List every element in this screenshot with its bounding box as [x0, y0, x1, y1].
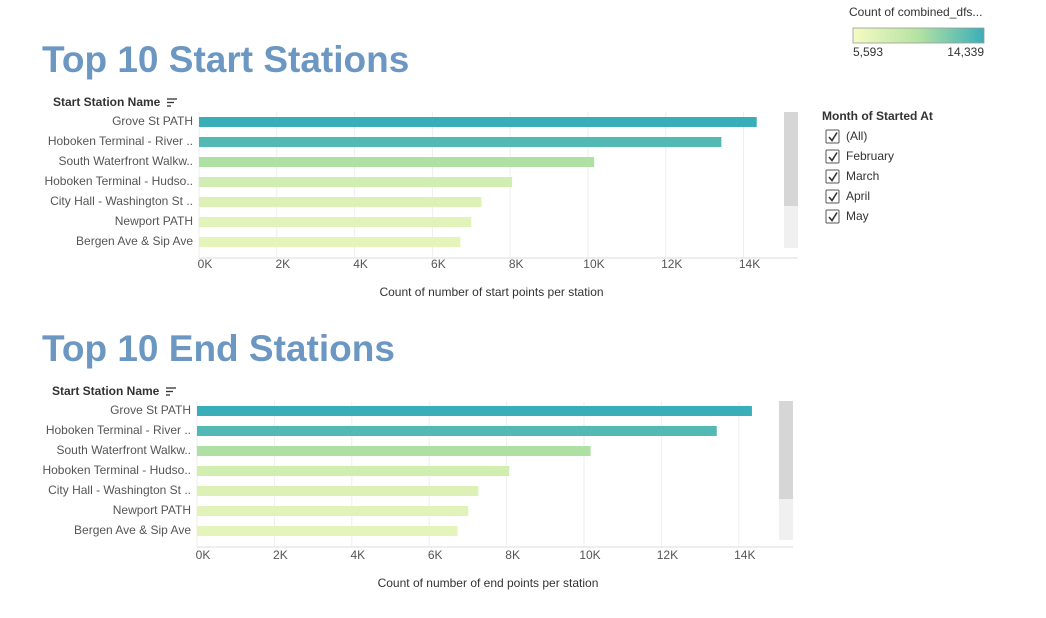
- legend-title: Count of combined_dfs...: [849, 5, 982, 19]
- filter-option[interactable]: March: [825, 169, 879, 184]
- y-tick-label: South Waterfront Walkw..: [59, 154, 194, 168]
- x-tick-label: 14K: [739, 257, 760, 271]
- y-tick-label: City Hall - Washington St ..: [48, 483, 191, 497]
- checkmark: [828, 172, 838, 182]
- x-tick-label: 8K: [505, 548, 520, 562]
- y-axis-title: Start Station Name: [52, 384, 160, 398]
- y-tick-label: Grove St PATH: [110, 403, 191, 417]
- chart-title: Top 10 End Stations: [42, 328, 395, 369]
- x-tick-label: 4K: [353, 257, 368, 271]
- bar: [197, 506, 469, 516]
- x-tick-label: 2K: [275, 257, 290, 271]
- x-tick-label: 0K: [196, 548, 211, 562]
- filter-option[interactable]: April: [825, 189, 870, 204]
- y-tick-label: Hoboken Terminal - Hudso..: [44, 174, 193, 188]
- x-tick-label: 6K: [431, 257, 446, 271]
- y-tick-label: Newport PATH: [113, 503, 191, 517]
- filter-label: March: [846, 169, 879, 183]
- scrollbar-thumb[interactable]: [779, 401, 793, 499]
- bar: [199, 237, 461, 247]
- x-tick-label: 0K: [198, 257, 213, 271]
- checkmark: [828, 152, 838, 162]
- bar: [199, 197, 482, 207]
- x-tick-label: 12K: [661, 257, 682, 271]
- bar: [199, 157, 595, 167]
- bar: [199, 217, 472, 227]
- bar: [199, 117, 757, 127]
- checkmark: [828, 132, 838, 142]
- bar: [197, 426, 717, 436]
- checkmark: [828, 192, 838, 202]
- x-axis-title: Count of number of start points per stat…: [379, 285, 603, 299]
- legend-max: 14,339: [947, 45, 984, 59]
- x-tick-label: 4K: [350, 548, 365, 562]
- x-tick-label: 10K: [583, 257, 604, 271]
- filter-option[interactable]: May: [825, 209, 869, 224]
- y-axis-title: Start Station Name: [53, 95, 161, 109]
- checkmark: [828, 212, 838, 222]
- filter-option[interactable]: (All): [825, 129, 867, 144]
- bar: [197, 446, 591, 456]
- y-tick-label: Hoboken Terminal - Hudso..: [42, 463, 191, 477]
- y-tick-label: Bergen Ave & Sip Ave: [74, 523, 191, 537]
- legend-min: 5,593: [853, 45, 883, 59]
- x-axis-title: Count of number of end points per statio…: [378, 576, 599, 590]
- bar: [197, 466, 510, 476]
- bar: [199, 137, 722, 147]
- chart-title: Top 10 Start Stations: [42, 39, 409, 80]
- y-tick-label: Grove St PATH: [112, 114, 193, 128]
- bar: [197, 526, 458, 536]
- filter-option[interactable]: February: [825, 149, 894, 164]
- bar: [197, 406, 752, 416]
- y-tick-label: Hoboken Terminal - River ..: [46, 423, 191, 437]
- x-tick-label: 6K: [428, 548, 443, 562]
- x-tick-label: 12K: [657, 548, 678, 562]
- filter-label: April: [846, 189, 870, 203]
- y-tick-label: Newport PATH: [115, 214, 193, 228]
- filter-label: February: [846, 149, 894, 163]
- y-tick-label: City Hall - Washington St ..: [50, 194, 193, 208]
- filter-label: (All): [846, 129, 867, 143]
- legend-gradient: [852, 27, 985, 44]
- filter-label: May: [846, 209, 869, 223]
- filter-title: Month of Started At: [822, 109, 933, 123]
- x-tick-label: 14K: [734, 548, 755, 562]
- y-tick-label: South Waterfront Walkw..: [57, 443, 192, 457]
- x-tick-label: 10K: [579, 548, 600, 562]
- y-tick-label: Hoboken Terminal - River ..: [48, 134, 193, 148]
- bar: [199, 177, 513, 187]
- y-tick-label: Bergen Ave & Sip Ave: [76, 234, 193, 248]
- scrollbar-thumb[interactable]: [784, 112, 798, 206]
- x-tick-label: 8K: [509, 257, 524, 271]
- bar: [197, 486, 479, 496]
- x-tick-label: 2K: [273, 548, 288, 562]
